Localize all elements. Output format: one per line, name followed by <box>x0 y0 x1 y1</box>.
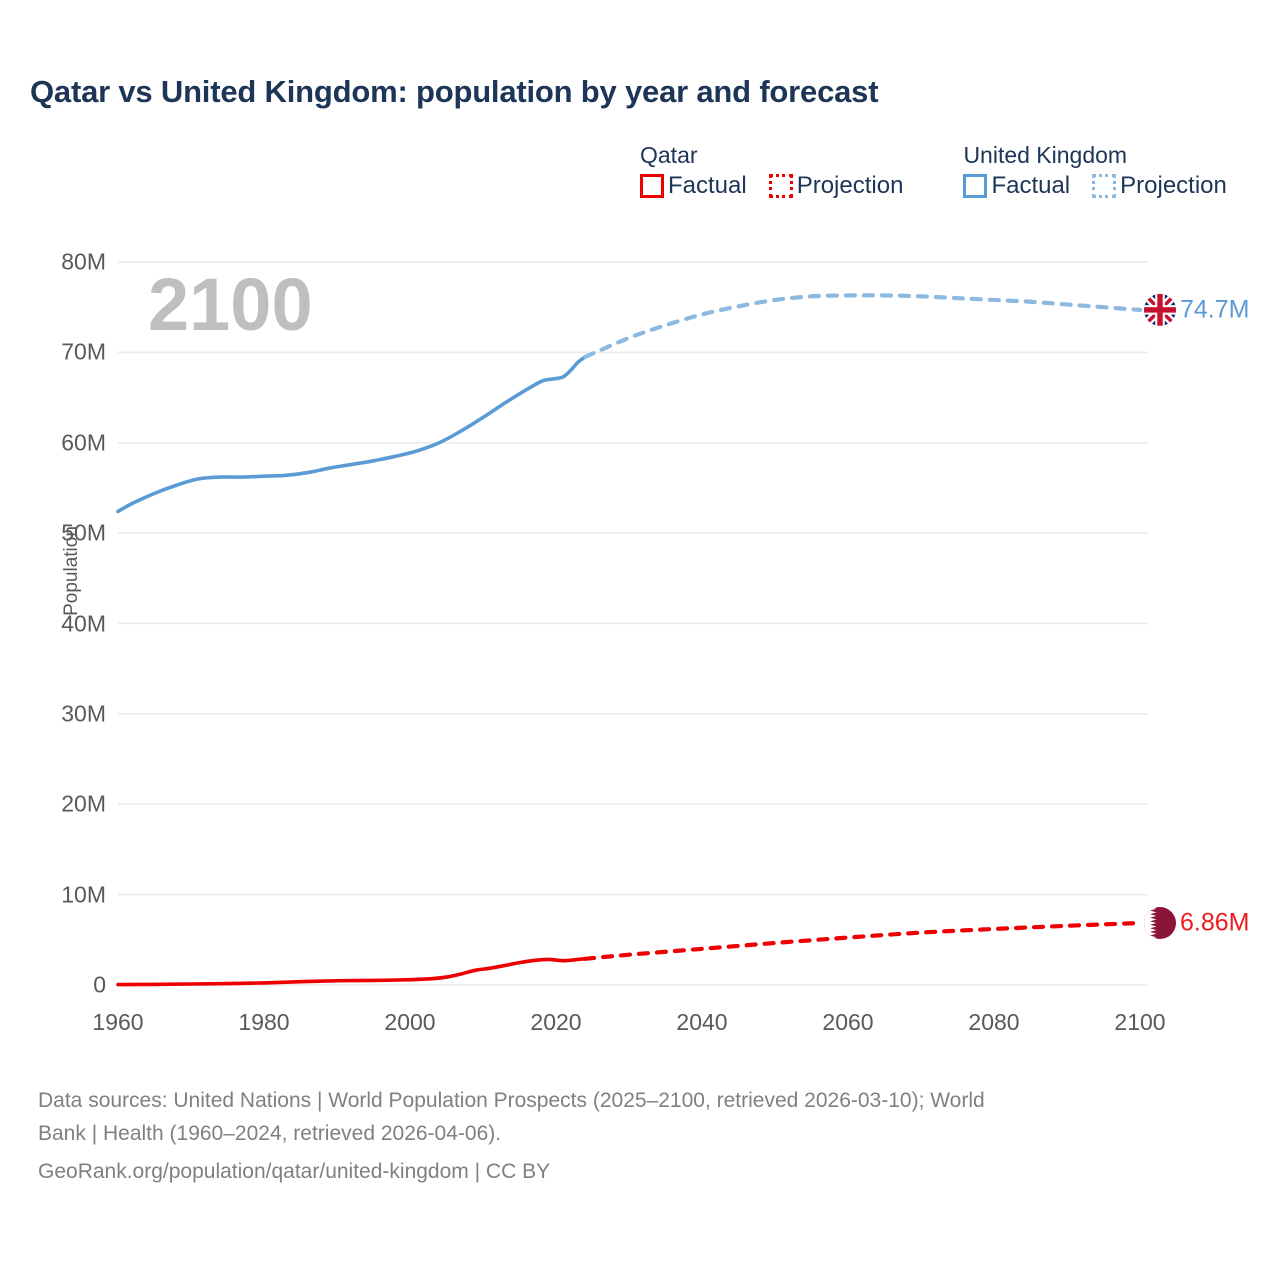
x-tick-label: 2080 <box>968 1009 1020 1035</box>
y-tick-label: 0 <box>93 971 106 998</box>
legend-item-qatar-projection[interactable]: Projection <box>768 171 904 199</box>
legend-item-uk-factual[interactable]: Factual <box>963 171 1071 199</box>
chart-legend: Qatar Factual Projection United Kingdom … <box>640 142 1227 198</box>
line-qatar-factual <box>116 956 587 987</box>
footer-sources: Data sources: United Nations | World Pop… <box>38 1085 1253 1189</box>
footer-line-3: GeoRank.org/population/qatar/united-king… <box>38 1160 551 1184</box>
line-united-kingdom-projection <box>583 293 1143 359</box>
y-tick-label: 20M <box>61 790 106 817</box>
legend-swatch-solid-icon <box>640 173 664 198</box>
legend-group-united-kingdom: United Kingdom Factual Projection <box>963 142 1227 199</box>
x-tick-label: 1980 <box>238 1009 290 1035</box>
footer-line-2: Bank | Health (1960–2024, retrieved 2026… <box>38 1121 502 1145</box>
united-kingdom-flag-icon <box>1144 293 1176 326</box>
legend-item-label: Projection <box>1120 171 1227 199</box>
y-tick-label: 60M <box>61 429 106 456</box>
footer-line-1: Data sources: United Nations | World Pop… <box>38 1089 985 1112</box>
legend-group-title-qatar: Qatar <box>640 142 698 168</box>
y-tick-label: 50M <box>61 519 106 546</box>
line-qatar-projection <box>583 920 1143 961</box>
series-lines <box>116 293 1143 987</box>
legend-item-qatar-factual[interactable]: Factual <box>640 171 747 199</box>
gridlines <box>118 261 1148 986</box>
legend-swatch-dotted-icon <box>768 173 793 198</box>
y-tick-label: 10M <box>61 881 106 908</box>
legend-items-qatar: Factual Projection <box>640 171 904 199</box>
line-united-kingdom-factual <box>116 355 587 514</box>
legend-group-title-united-kingdom: United Kingdom <box>963 142 1128 168</box>
qatar-flag-icon <box>1144 907 1176 940</box>
y-tick-label: 80M <box>61 248 106 275</box>
y-tick-label: 70M <box>61 338 106 365</box>
page-title: Qatar vs United Kingdom: population by y… <box>30 74 879 109</box>
x-tick-label: 1960 <box>92 1009 144 1035</box>
y-tick-label: 40M <box>61 610 106 636</box>
x-tick-label: 2000 <box>384 1009 436 1035</box>
legend-item-label: Factual <box>991 171 1071 199</box>
legend-item-label: Projection <box>796 171 904 199</box>
x-tick-label: 2040 <box>676 1009 728 1035</box>
legend-item-label: Factual <box>668 171 747 199</box>
x-tick-label: 2020 <box>530 1009 582 1035</box>
legend-group-qatar: Qatar Factual Projection <box>640 142 903 198</box>
y-tick-label: 30M <box>61 700 106 727</box>
legend-swatch-solid-icon <box>963 173 988 198</box>
x-tick-label: 2100 <box>1114 1009 1166 1035</box>
legend-item-uk-projection[interactable]: Projection <box>1092 171 1227 199</box>
legend-swatch-dotted-icon <box>1092 173 1117 198</box>
legend-items-united-kingdom: Factual Projection <box>963 171 1227 199</box>
qatar-end-value-label: 6.86M <box>1180 908 1250 937</box>
x-tick-label: 2060 <box>822 1009 874 1035</box>
year-watermark: 2100 <box>148 263 313 346</box>
endpoint-flag-markers <box>1144 293 1176 940</box>
uk-end-value-label: 74.7M <box>1180 295 1250 324</box>
